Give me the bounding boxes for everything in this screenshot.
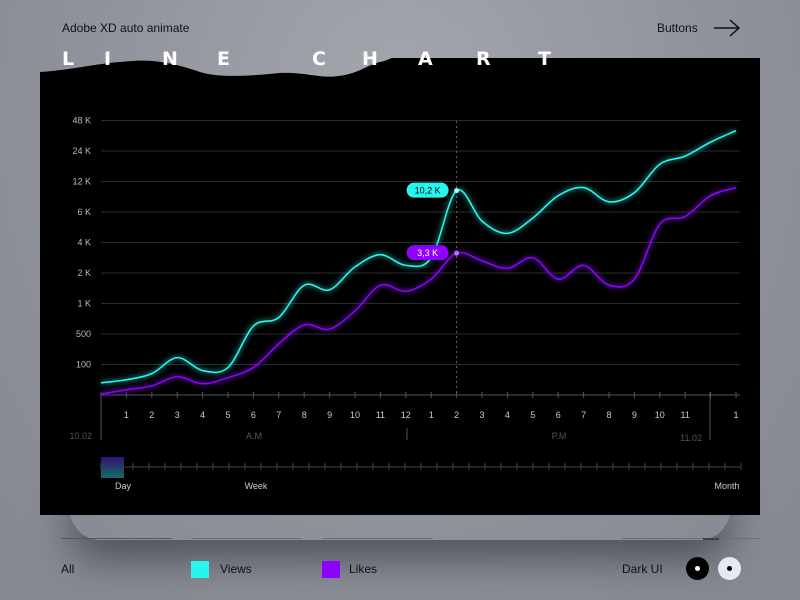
y-tick-label: 500 bbox=[76, 329, 91, 339]
x-tick-label: 5 bbox=[530, 410, 535, 420]
x-tick-label: 11 bbox=[376, 410, 385, 420]
am-label: A.M bbox=[246, 431, 262, 441]
filter-likes[interactable]: Likes bbox=[349, 562, 378, 576]
x-tick-label: 7 bbox=[276, 410, 281, 420]
tooltip-views bbox=[406, 182, 449, 198]
x-tick-label: 1 bbox=[124, 410, 129, 420]
title-letter: I bbox=[104, 48, 112, 70]
x-tick-label: 8 bbox=[606, 410, 611, 420]
range-handle[interactable] bbox=[101, 457, 124, 478]
x-tick-label: 3 bbox=[175, 410, 180, 420]
range-option-week[interactable]: Week bbox=[245, 481, 268, 491]
filter-views[interactable]: Views bbox=[220, 562, 252, 576]
x-tick-label: 1 bbox=[429, 410, 434, 420]
x-tick-label: 4 bbox=[505, 410, 510, 420]
theme-underline-active bbox=[703, 538, 719, 540]
subtitle: Adobe XD auto animate bbox=[62, 21, 190, 35]
light-theme-toggle[interactable] bbox=[718, 557, 741, 580]
title-letter: H bbox=[362, 48, 378, 70]
dark-theme-toggle[interactable] bbox=[686, 557, 709, 580]
y-tick-label: 4 K bbox=[77, 238, 91, 248]
x-tick-label: 8 bbox=[302, 410, 307, 420]
title-letter: N bbox=[162, 48, 178, 70]
title-letter: E bbox=[217, 48, 230, 70]
data-point-likes bbox=[454, 250, 460, 256]
start-date: 10.02 bbox=[69, 431, 92, 441]
likes-swatch[interactable] bbox=[322, 561, 340, 578]
tab-underline-views bbox=[191, 538, 302, 539]
x-tick-label: 7 bbox=[581, 410, 586, 420]
title-letter: R bbox=[476, 48, 491, 70]
arrow-right-icon[interactable] bbox=[713, 18, 741, 38]
y-tick-label: 24 K bbox=[72, 146, 91, 156]
x-tick-label: 1 bbox=[733, 410, 738, 420]
y-tick-label: 48 K bbox=[72, 116, 91, 126]
y-tick-label: 12 K bbox=[72, 177, 91, 187]
x-tick-label: 9 bbox=[327, 410, 332, 420]
x-tick-label: 3 bbox=[479, 410, 484, 420]
range-option-month[interactable]: Month bbox=[714, 481, 739, 491]
y-tick-label: 2 K bbox=[77, 268, 91, 278]
x-tick-label: 12 bbox=[401, 410, 411, 420]
series-line-likes bbox=[100, 186, 737, 395]
tab-underline-all bbox=[61, 538, 172, 539]
y-tick-label: 6 K bbox=[77, 207, 91, 217]
range-option-day[interactable]: Day bbox=[115, 481, 132, 491]
theme-label: Dark UI bbox=[622, 562, 663, 576]
theme-underline bbox=[622, 538, 760, 539]
buttons-link[interactable]: Buttons bbox=[657, 21, 698, 35]
panel-background bbox=[40, 58, 760, 515]
series-line-views bbox=[100, 129, 737, 384]
tooltip-value: 3,3 K bbox=[417, 248, 438, 258]
x-tick-label: 2 bbox=[454, 410, 459, 420]
views-swatch[interactable] bbox=[191, 561, 209, 578]
title-letter: T bbox=[538, 48, 551, 70]
data-point-views bbox=[454, 188, 460, 194]
x-tick-label: 10 bbox=[350, 410, 360, 420]
x-tick-label: 6 bbox=[556, 410, 561, 420]
x-tick-label: 9 bbox=[632, 410, 637, 420]
x-tick-label: 6 bbox=[251, 410, 256, 420]
filter-all[interactable]: All bbox=[61, 562, 75, 576]
x-tick-label: 2 bbox=[149, 410, 154, 420]
tooltip-likes bbox=[406, 245, 449, 261]
y-tick-label: 1 K bbox=[77, 299, 91, 309]
x-tick-label: 5 bbox=[225, 410, 230, 420]
pm-label: P.M bbox=[552, 431, 567, 441]
tab-underline-likes bbox=[322, 538, 433, 539]
x-tick-label: 11 bbox=[681, 410, 690, 420]
title-letter: L bbox=[62, 48, 75, 70]
end-date: 11.02 bbox=[680, 433, 702, 443]
tooltip-value: 10,2 K bbox=[415, 186, 441, 196]
x-tick-label: 10 bbox=[655, 410, 665, 420]
title-letter: C bbox=[312, 48, 326, 70]
x-tick-label: 4 bbox=[200, 410, 205, 420]
y-tick-label: 100 bbox=[76, 360, 91, 370]
title-letter: A bbox=[418, 48, 433, 70]
